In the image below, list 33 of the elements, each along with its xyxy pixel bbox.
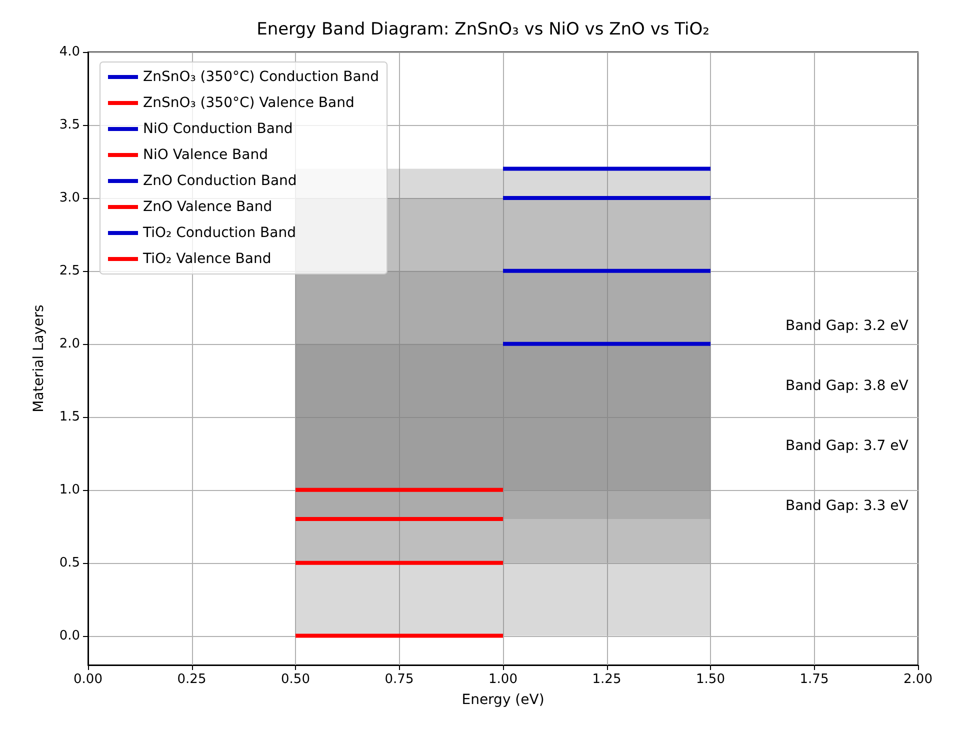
x-tick-label: 1.00 [488, 672, 518, 687]
annotation: Band Gap: 3.2 eV [786, 318, 909, 334]
y-tick-label: 3.0 [59, 190, 80, 206]
y-tick-label: 0.0 [59, 628, 80, 644]
legend-label: TiO₂ Valence Band [142, 251, 272, 267]
chart-title: Energy Band Diagram: ZnSnO₃ vs NiO vs ZnO vs TiO₂ [256, 20, 710, 40]
legend-label: NiO Valence Band [143, 147, 268, 163]
x-tick-label: 0.25 [177, 672, 206, 687]
annotation: Band Gap: 3.3 eV [786, 498, 909, 514]
legend-label: ZnSnO₃ (350°C) Conduction Band [143, 69, 380, 85]
x-axis-title: Energy (eV) [462, 692, 544, 708]
y-tick-label: 1.0 [59, 482, 80, 498]
legend-label: ZnO Valence Band [143, 199, 272, 215]
x-tick-label: 0.00 [74, 672, 102, 687]
y-tick-label: 0.5 [59, 555, 80, 570]
y-tick-label: 2.5 [59, 263, 80, 278]
x-tick-label: 1.75 [800, 672, 829, 687]
annotation: Band Gap: 3.7 eV [786, 438, 909, 454]
x-tick-label: 2.00 [904, 672, 932, 687]
legend-label: NiO Conduction Band [143, 121, 293, 137]
legend-label: TiO₂ Conduction Band [142, 225, 296, 241]
y-axis-title: Material Layers [31, 304, 47, 412]
x-tick-label: 0.75 [384, 672, 414, 687]
y-tick-label: 3.5 [59, 117, 80, 132]
y-tick-label: 4.0 [59, 44, 80, 60]
legend-label: ZnSnO₃ (350°C) Valence Band [143, 95, 354, 111]
y-tick-label: 1.5 [59, 409, 80, 424]
x-tick-label: 1.25 [592, 672, 622, 687]
x-tick-label: 1.50 [696, 672, 725, 687]
y-tick-label: 2.0 [59, 336, 80, 352]
x-tick-label: 0.50 [281, 672, 310, 687]
annotation: Band Gap: 3.8 eV [786, 378, 909, 394]
legend-label: ZnO Conduction Band [143, 173, 297, 189]
